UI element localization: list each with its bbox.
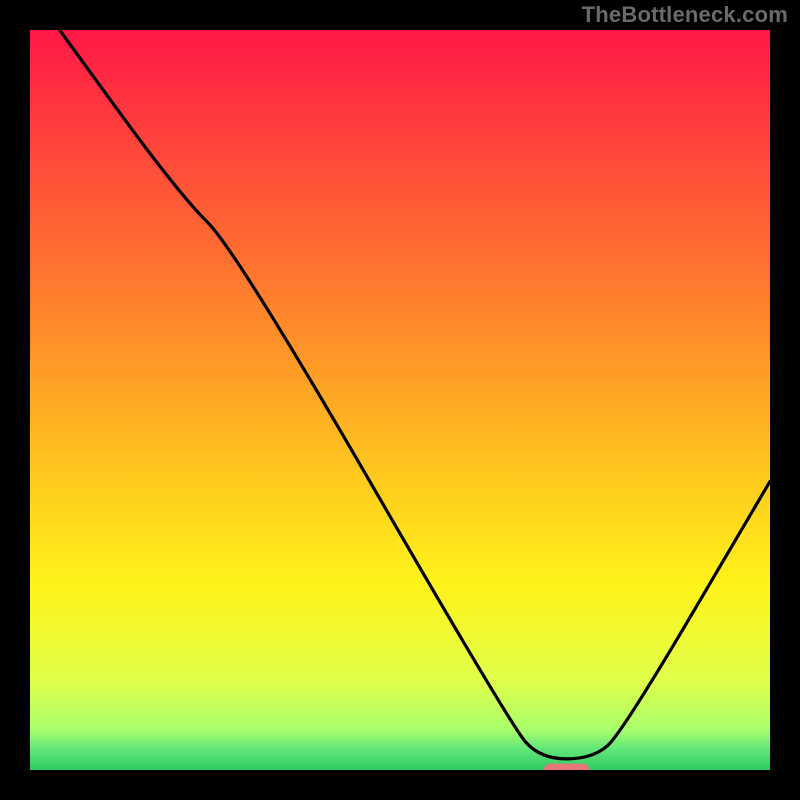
optimal-marker (544, 764, 588, 770)
bottleneck-chart-svg (30, 30, 770, 770)
watermark-text: TheBottleneck.com (582, 2, 788, 28)
page-root: TheBottleneck.com (0, 0, 800, 800)
chart-plot-area (30, 30, 770, 770)
